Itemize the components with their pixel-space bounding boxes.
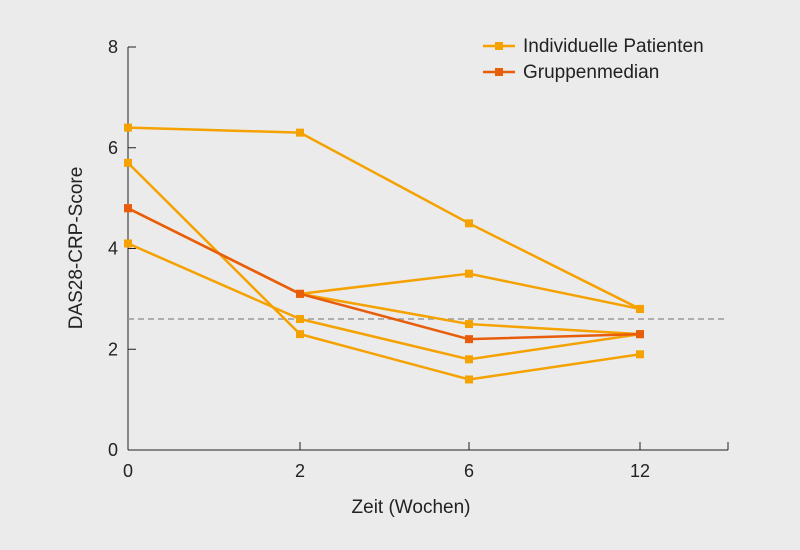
legend-label: Gruppenmedian: [523, 62, 659, 83]
y-tick-label: 4: [108, 239, 118, 259]
data-point: [465, 335, 473, 344]
data-point: [124, 123, 132, 132]
data-point: [465, 269, 473, 278]
series-line: [127, 126, 641, 311]
x-tick-label: 6: [464, 461, 474, 481]
series-line: [127, 207, 641, 311]
y-tick-label: 2: [108, 339, 118, 359]
series-line: [127, 161, 641, 381]
data-point: [636, 304, 644, 313]
series-patient-3: [124, 239, 644, 364]
y-axis-title: DAS28-CRP-Score: [66, 167, 87, 330]
x-tick-label: 12: [630, 461, 650, 481]
legend-label: Individuelle Patienten: [523, 36, 704, 57]
y-tick-label: 8: [108, 37, 118, 57]
data-point: [296, 315, 304, 324]
series-patient-2: [124, 158, 644, 384]
legend: Individuelle Patienten Gruppenmedian: [483, 36, 704, 83]
legend-item: Gruppenmedian: [483, 62, 659, 83]
data-point: [296, 330, 304, 339]
series-line: [127, 242, 641, 361]
x-axis-title: Zeit (Wochen): [352, 497, 471, 518]
series-patient-4: [124, 204, 644, 313]
y-tick-label: 0: [108, 440, 118, 460]
x-tick-label: 2: [295, 461, 305, 481]
data-point: [465, 355, 473, 364]
x-tick-label: 0: [123, 461, 133, 481]
data-point: [296, 289, 304, 298]
data-point: [465, 320, 473, 329]
series-median: [124, 204, 644, 344]
data-point: [124, 204, 132, 213]
data-point: [465, 375, 473, 384]
axes: [127, 47, 728, 451]
data-point: [636, 330, 644, 339]
legend-swatch-marker: [495, 68, 503, 76]
legend-item: Individuelle Patienten: [483, 36, 704, 57]
data-point: [124, 239, 132, 248]
y-ticks: 0 2 4 6 8: [108, 37, 136, 460]
y-tick-label: 6: [108, 138, 118, 158]
data-point: [465, 219, 473, 228]
data-point: [124, 158, 132, 167]
data-point: [296, 128, 304, 137]
series-layer: [124, 123, 644, 384]
x-ticks: 0 2 6 12: [123, 442, 729, 481]
series-line: [127, 207, 641, 341]
legend-swatch-marker: [495, 42, 503, 50]
data-point: [636, 350, 644, 359]
